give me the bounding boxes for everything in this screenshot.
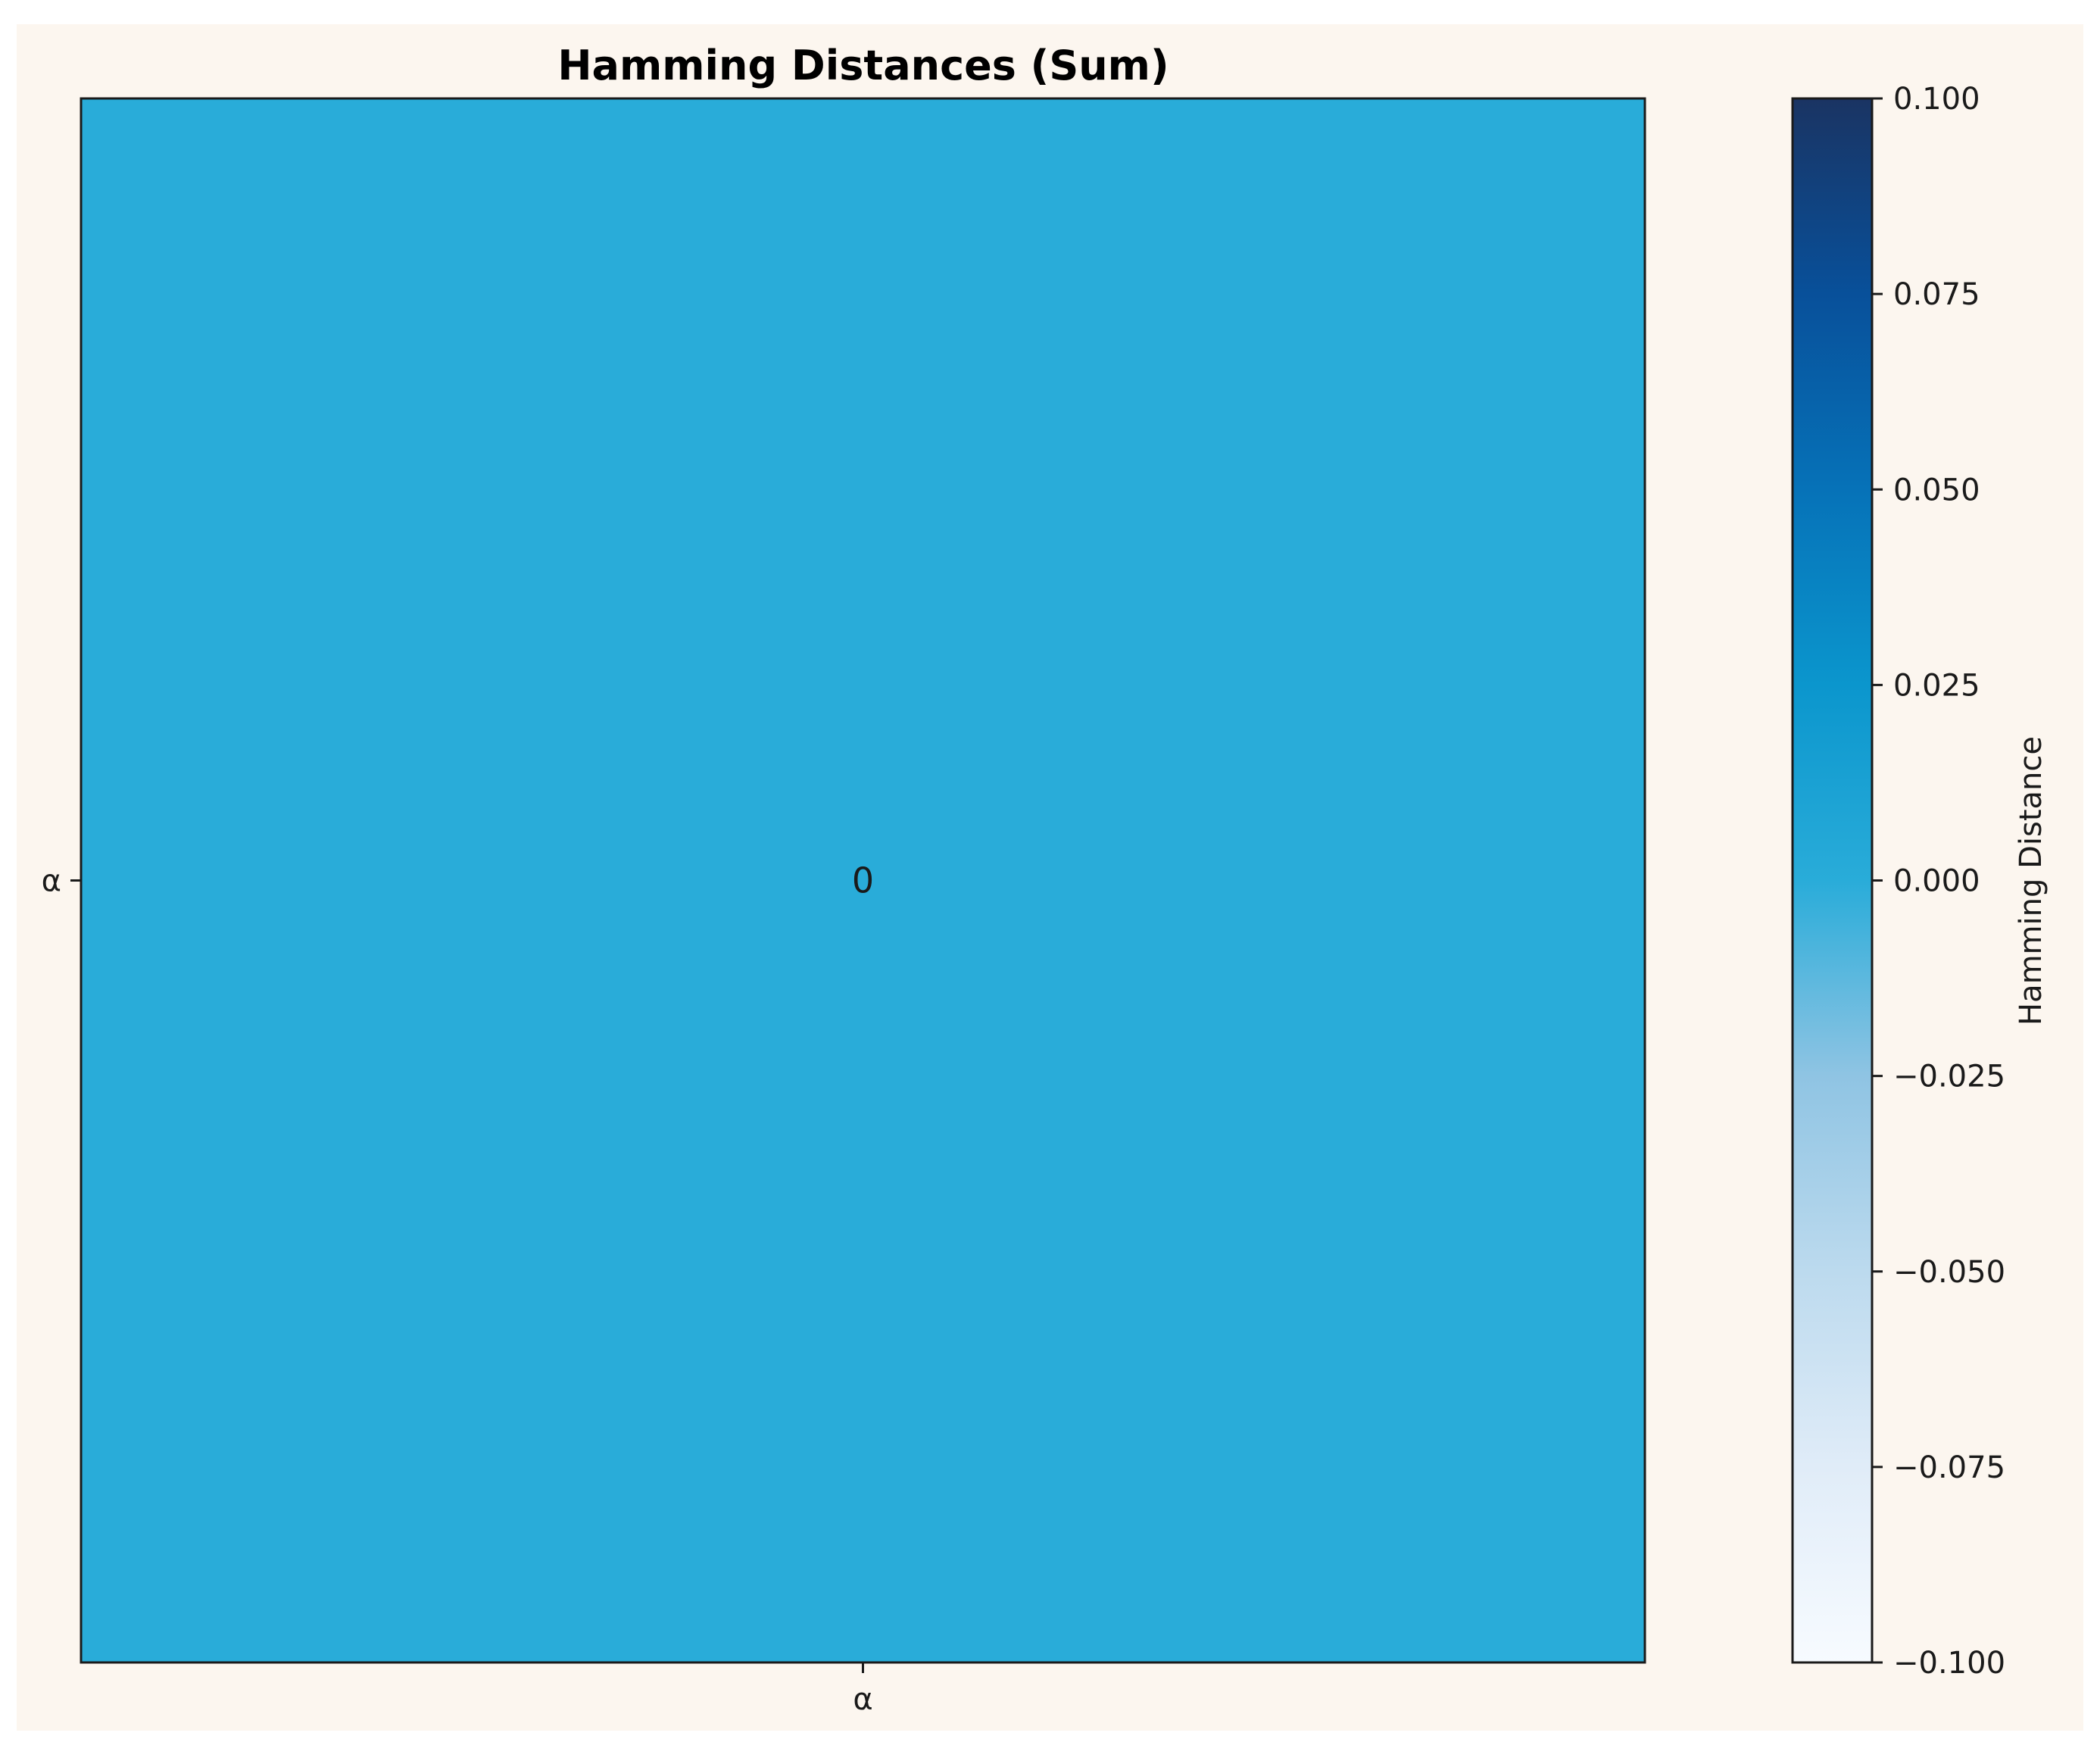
- colorbar-tick-label: −0.050: [1893, 1255, 2005, 1290]
- colorbar: 0.100 0.075 0.050 0.025 0.000 −0.025 −0.050 −0.…: [1791, 82, 2049, 1681]
- x-axis: α: [853, 1662, 873, 1717]
- chart-title: Hamming Distances (Sum): [557, 42, 1169, 89]
- x-tick-label: α: [853, 1682, 872, 1717]
- colorbar-label: Hamming Distance: [2014, 736, 2049, 1026]
- y-tick-label: α: [42, 864, 61, 899]
- y-axis: α: [42, 864, 81, 899]
- colorbar-tick-label: −0.025: [1893, 1060, 2005, 1094]
- colorbar-tick-label: 0.025: [1893, 668, 1980, 703]
- heatmap-cells: 0: [81, 98, 1645, 1662]
- colorbar-tick-label: 0.050: [1893, 473, 1980, 507]
- colorbar-tick-label: −0.075: [1893, 1450, 2005, 1485]
- colorbar-tick-label: 0.100: [1893, 82, 1980, 117]
- heatmap-cell: [81, 98, 1645, 1662]
- cell-value-label: 0: [852, 860, 874, 901]
- colorbar-gradient-bar: [1791, 97, 1874, 1664]
- colorbar-ticks: 0.100 0.075 0.050 0.025 0.000 −0.025 −0.050 −0.…: [1872, 82, 2005, 1681]
- colorbar-tick-label: −0.100: [1893, 1646, 2005, 1681]
- colorbar-tick-label: 0.075: [1893, 277, 1980, 312]
- colorbar-tick-label: 0.000: [1893, 864, 1980, 899]
